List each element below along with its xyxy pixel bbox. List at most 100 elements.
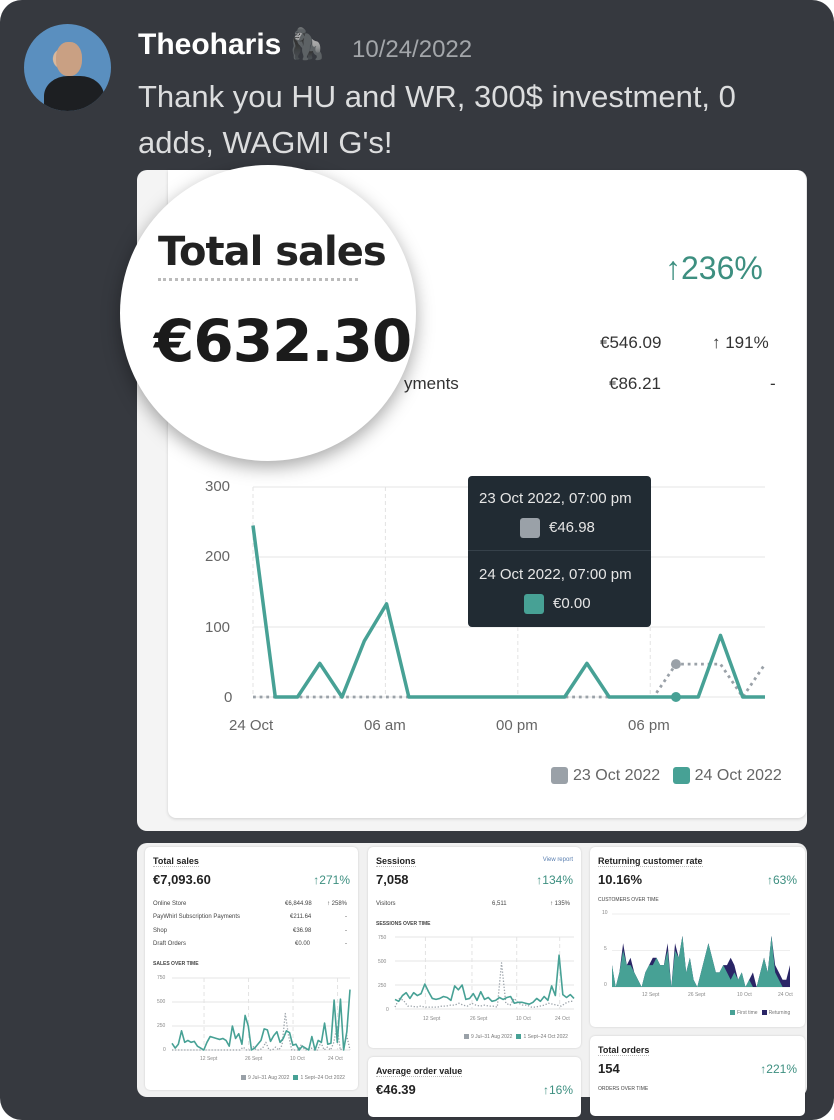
x-tick: 26 Sept xyxy=(245,1056,263,1062)
view-report-link[interactable]: View report xyxy=(542,857,573,863)
message-timestamp: 10/24/2022 xyxy=(352,36,473,63)
x-tick: 10 Oct xyxy=(290,1056,305,1062)
x-tick: 12 Sept xyxy=(642,992,660,998)
card-average-order-value: Average order value €46.39 ↑16% xyxy=(368,1057,581,1117)
card-value: 7,058 xyxy=(376,872,409,887)
card-change: ↑63% xyxy=(766,873,797,887)
row-value: €6,844.98 xyxy=(285,901,312,907)
card-title: Total sales xyxy=(153,856,199,867)
y-tick: 300 xyxy=(205,478,231,495)
message-text: Thank you HU and WR, 300$ investment, 0 … xyxy=(138,79,736,160)
magnifier-overlay: Total sales €632.30 xyxy=(120,165,416,461)
row-change: ↑ 135% xyxy=(550,901,571,907)
x-tick: 26 Sept xyxy=(688,992,706,998)
card-title: Average order value xyxy=(376,1066,463,1077)
tooltip-swatch xyxy=(520,518,540,538)
chart-title: ORDERS OVER TIME xyxy=(598,1086,649,1092)
legend-label[interactable]: 24 Oct 2022 xyxy=(694,767,782,784)
chart-legend: 9 Jul–31 Aug 2022 1 Sept–24 Oct 2022 xyxy=(237,1075,345,1081)
x-tick: 10 Oct xyxy=(516,1016,531,1022)
card-value: €46.39 xyxy=(376,1082,416,1097)
row-value: €86.21 xyxy=(609,374,661,393)
x-tick: 06 am xyxy=(364,717,406,734)
card-change: ↑16% xyxy=(542,1083,573,1097)
x-tick: 24 Oct xyxy=(229,717,274,734)
chart-legend: 23 Oct 2022 24 Oct 2022 xyxy=(551,767,782,785)
y-tick: 750 xyxy=(157,975,166,981)
legend-swatch xyxy=(672,767,690,785)
row-label: Visitors xyxy=(376,901,396,907)
x-tick: 24 Oct xyxy=(328,1056,343,1062)
row-change: - xyxy=(345,941,347,947)
tooltip-value: €46.98 xyxy=(549,518,595,536)
card-title: Total orders xyxy=(598,1045,650,1056)
total-sales-value: €632.30 xyxy=(154,307,412,375)
gorilla-emoji-icon: 🦍 xyxy=(288,27,326,62)
row-label: Shop xyxy=(153,928,168,934)
card-total-orders: Total orders 154 ↑221% ORDERS OVER TIME xyxy=(590,1036,805,1116)
legend-swatch xyxy=(551,767,568,785)
row-label: Draft Orders xyxy=(153,941,187,947)
row-value: €211.64 xyxy=(290,914,312,920)
row-label: yments xyxy=(404,374,459,393)
y-tick: 0 xyxy=(163,1047,166,1053)
x-tick: 24 Oct xyxy=(555,1016,570,1022)
row-change: ↑ 258% xyxy=(327,901,348,907)
x-tick: 10 Oct xyxy=(737,992,752,998)
row-change: - xyxy=(770,374,776,393)
series-line-1-sept-24-oct-2022 xyxy=(394,954,575,1006)
y-tick: 0 xyxy=(386,1007,389,1013)
row-label: Online Store xyxy=(153,901,187,907)
x-tick: 12 Sept xyxy=(423,1016,441,1022)
title-underline xyxy=(158,278,358,281)
card-change: ↑221% xyxy=(760,1062,797,1076)
card-title: Returning customer rate xyxy=(598,856,703,867)
card-change: ↑134% xyxy=(536,873,573,887)
hover-point xyxy=(670,692,681,702)
row-value: €36.98 xyxy=(293,928,312,934)
y-tick: 500 xyxy=(378,959,387,965)
row-change: - xyxy=(345,928,347,934)
card-value: 10.16% xyxy=(598,872,643,887)
row-change: - xyxy=(345,914,347,920)
card-title: Sessions xyxy=(376,856,416,867)
chart-title: SALES OVER TIME xyxy=(153,961,199,967)
chart-tooltip: 23 Oct 2022, 07:00 pm €46.98 24 Oct 2022… xyxy=(468,476,651,627)
x-tick: 12 Sept xyxy=(200,1056,218,1062)
series-line-9-jul-31-aug-2022 xyxy=(172,1012,351,1051)
total-sales-change: ↑236% xyxy=(665,250,763,286)
series-line-9-jul-31-aug-2022 xyxy=(394,962,574,1008)
y-tick: 10 xyxy=(602,910,608,916)
username[interactable]: Theoharis xyxy=(138,28,282,61)
x-tick: 00 pm xyxy=(496,717,538,734)
tooltip-date: 23 Oct 2022, 07:00 pm xyxy=(479,490,632,507)
total-sales-title: Total sales xyxy=(158,229,387,275)
y-tick: 0 xyxy=(224,689,233,706)
card-value: 154 xyxy=(598,1061,620,1076)
chart-legend: 9 Jul–31 Aug 2022 1 Sept–24 Oct 2022 xyxy=(460,1034,568,1040)
chart-title: SESSIONS OVER TIME xyxy=(376,921,431,927)
x-tick: 26 Sept xyxy=(470,1016,488,1022)
tooltip-date: 24 Oct 2022, 07:00 pm xyxy=(479,566,632,583)
y-tick: 250 xyxy=(378,983,387,989)
hover-point xyxy=(670,659,681,670)
row-value: 6,511 xyxy=(492,901,507,907)
card-change: ↑271% xyxy=(313,873,350,887)
y-tick: 500 xyxy=(157,999,166,1005)
row-value: €546.09 xyxy=(600,333,662,352)
card-sessions: Sessions View report 7,058 ↑134% Visitor… xyxy=(368,847,581,1048)
row-label: PayWhirl Subscription Payments xyxy=(153,914,241,920)
tooltip-swatch xyxy=(524,594,544,614)
y-tick: 5 xyxy=(604,946,607,952)
legend-label[interactable]: 23 Oct 2022 xyxy=(573,767,661,784)
card-value: €7,093.60 xyxy=(153,872,211,887)
chart-title: CUSTOMERS OVER TIME xyxy=(598,897,659,903)
y-tick: 250 xyxy=(157,1023,166,1029)
y-tick: 0 xyxy=(604,982,607,988)
y-tick: 100 xyxy=(205,619,231,636)
avatar[interactable] xyxy=(24,24,111,111)
chart-legend: First time Returning xyxy=(726,1010,790,1016)
series-line-1-sept-24-oct-2022 xyxy=(171,989,351,1051)
tooltip-value: €0.00 xyxy=(553,594,591,612)
